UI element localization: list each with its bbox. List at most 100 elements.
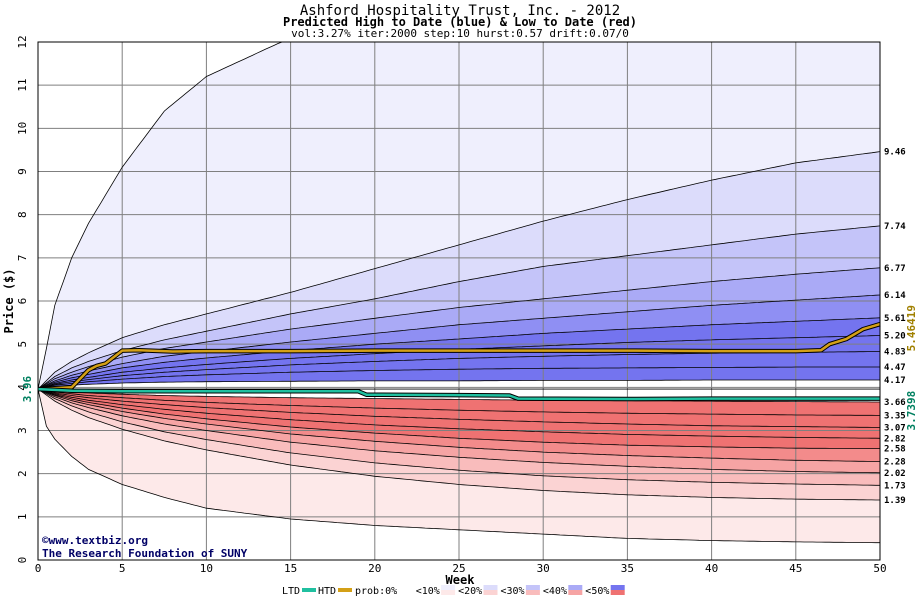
end-value-label: 3.35 bbox=[884, 411, 906, 421]
quantile-line bbox=[37, 388, 880, 403]
end-value-label: 9.46 bbox=[884, 148, 906, 158]
quantile-line bbox=[37, 388, 881, 428]
legend: LTD HTD prob:0% <10% <20% <30% <40% <50% bbox=[282, 585, 625, 597]
x-tick-label: 5 bbox=[119, 562, 126, 575]
y-tick-label: 8 bbox=[16, 211, 29, 218]
legend-prob-label: <40% bbox=[543, 586, 567, 597]
ltd-value-label: 3.7398 bbox=[905, 391, 918, 431]
legend-prob-swatch-blue bbox=[525, 585, 540, 590]
quantile-line bbox=[37, 388, 880, 501]
plot-frame bbox=[37, 41, 881, 561]
x-tick-label: 15 bbox=[284, 562, 297, 575]
y-tick-label: 3 bbox=[16, 427, 29, 434]
low-band bbox=[38, 389, 880, 428]
end-labels: 9.46 7.74 6.77 6.14 5.61 5.20 4.83 4.47 4.17 3.66… bbox=[884, 148, 906, 506]
legend-prob-swatch-blue bbox=[441, 585, 456, 590]
legend-prob-label: <50% bbox=[585, 586, 609, 597]
x-tick-label: 50 bbox=[873, 562, 886, 575]
y-tick-label: 6 bbox=[16, 298, 29, 305]
quantile-line bbox=[37, 267, 881, 390]
end-value-label: 4.17 bbox=[884, 376, 906, 386]
legend-prob-swatch-red bbox=[525, 590, 540, 595]
quantile-line bbox=[37, 388, 881, 474]
y-tick-label: 10 bbox=[16, 122, 29, 135]
legend-prob-swatch-red bbox=[483, 590, 498, 595]
legend-prob-label: <20% bbox=[458, 586, 482, 597]
end-value-label: 6.77 bbox=[884, 264, 906, 274]
legend-prob-label: <30% bbox=[501, 586, 525, 597]
x-tick-label: 45 bbox=[789, 562, 802, 575]
series-layer bbox=[37, 321, 881, 402]
legend-ltd-swatch bbox=[302, 588, 316, 592]
low-band bbox=[38, 389, 880, 543]
x-tick-label: 40 bbox=[705, 562, 718, 575]
high-band bbox=[38, 267, 880, 390]
quantile-line bbox=[37, 388, 881, 439]
x-tick-label: 10 bbox=[200, 562, 213, 575]
legend-prob-swatch-red bbox=[568, 590, 583, 595]
end-value-label: 1.73 bbox=[884, 481, 906, 491]
quantile-line bbox=[37, 366, 880, 390]
quantile-line bbox=[37, 388, 881, 462]
legend-prob-swatch-blue bbox=[398, 585, 413, 590]
chart-subtitle: Predicted High to Date (blue) & Low to D… bbox=[283, 15, 637, 29]
y-tick-label: 7 bbox=[16, 255, 29, 262]
low-band bbox=[38, 389, 880, 439]
y-axis-label: Price ($) bbox=[2, 268, 16, 333]
y-tick-label: 1 bbox=[16, 514, 29, 521]
chart-params: vol:3.27% iter:2000 step:10 hurst:0.57 d… bbox=[291, 27, 629, 40]
quantile-lines bbox=[37, 41, 881, 544]
legend-htd-swatch bbox=[338, 588, 352, 592]
end-value-label: 2.82 bbox=[884, 434, 906, 444]
legend-prob-label: prob:0% bbox=[355, 586, 397, 597]
credit-foundation: The Research Foundation of SUNY bbox=[42, 547, 248, 560]
credit-website[interactable]: ©www.textbiz.org bbox=[42, 534, 148, 547]
htd-line bbox=[37, 322, 881, 391]
legend-prob-swatch-red bbox=[610, 590, 625, 595]
quantile-line bbox=[37, 294, 881, 390]
end-value-label: 1.39 bbox=[884, 496, 906, 506]
end-value-label: 4.47 bbox=[884, 363, 906, 373]
quantile-line bbox=[37, 388, 880, 416]
htd-value-label: 5.46419 bbox=[905, 305, 918, 351]
x-tick-label: 20 bbox=[368, 562, 381, 575]
high-band bbox=[38, 295, 880, 390]
legend-ltd-label: LTD bbox=[282, 586, 300, 597]
end-value-label: 2.28 bbox=[884, 458, 906, 468]
quantile-line bbox=[37, 317, 881, 390]
x-axis-label: Week bbox=[446, 573, 476, 587]
legend-prob-label: <10% bbox=[416, 586, 440, 597]
y-tick-label: 9 bbox=[16, 168, 29, 175]
y-tick-label: 0 bbox=[16, 557, 29, 564]
quantile-line bbox=[37, 388, 880, 486]
end-value-label: 5.20 bbox=[884, 332, 906, 342]
quantile-line bbox=[37, 389, 880, 544]
quantile-line bbox=[37, 151, 881, 390]
chart-title: Ashford Hospitality Trust, Inc. - 2012 bbox=[300, 3, 620, 19]
end-value-label: 6.14 bbox=[884, 291, 906, 301]
x-tick-label: 0 bbox=[35, 562, 42, 575]
end-value-label: 7.74 bbox=[884, 222, 906, 232]
x-tick-label: 25 bbox=[452, 562, 465, 575]
quantile-line bbox=[37, 379, 880, 390]
y-tick-label: 5 bbox=[16, 341, 29, 348]
end-value-label: 2.02 bbox=[884, 469, 906, 479]
legend-prob-swatch-blue bbox=[568, 585, 583, 590]
end-value-label: 5.61 bbox=[884, 314, 906, 324]
x-axis: 0 5 10 15 20 25 30 35 40 45 50 bbox=[35, 562, 887, 575]
end-value-label: 2.58 bbox=[884, 445, 906, 455]
quantile-line bbox=[37, 225, 881, 390]
plot-area bbox=[37, 41, 881, 561]
y-tick-label: 2 bbox=[16, 470, 29, 477]
legend-prob-swatch-red bbox=[398, 590, 413, 595]
x-tick-label: 35 bbox=[621, 562, 634, 575]
high-band bbox=[38, 351, 880, 390]
y-tick-label: 12 bbox=[16, 35, 29, 48]
end-value-label: 4.83 bbox=[884, 348, 906, 358]
high-band bbox=[38, 317, 880, 390]
quantile-line bbox=[37, 388, 880, 449]
legend-prob-swatch-blue bbox=[610, 585, 625, 590]
start-price-label: 3.96 bbox=[21, 375, 34, 402]
